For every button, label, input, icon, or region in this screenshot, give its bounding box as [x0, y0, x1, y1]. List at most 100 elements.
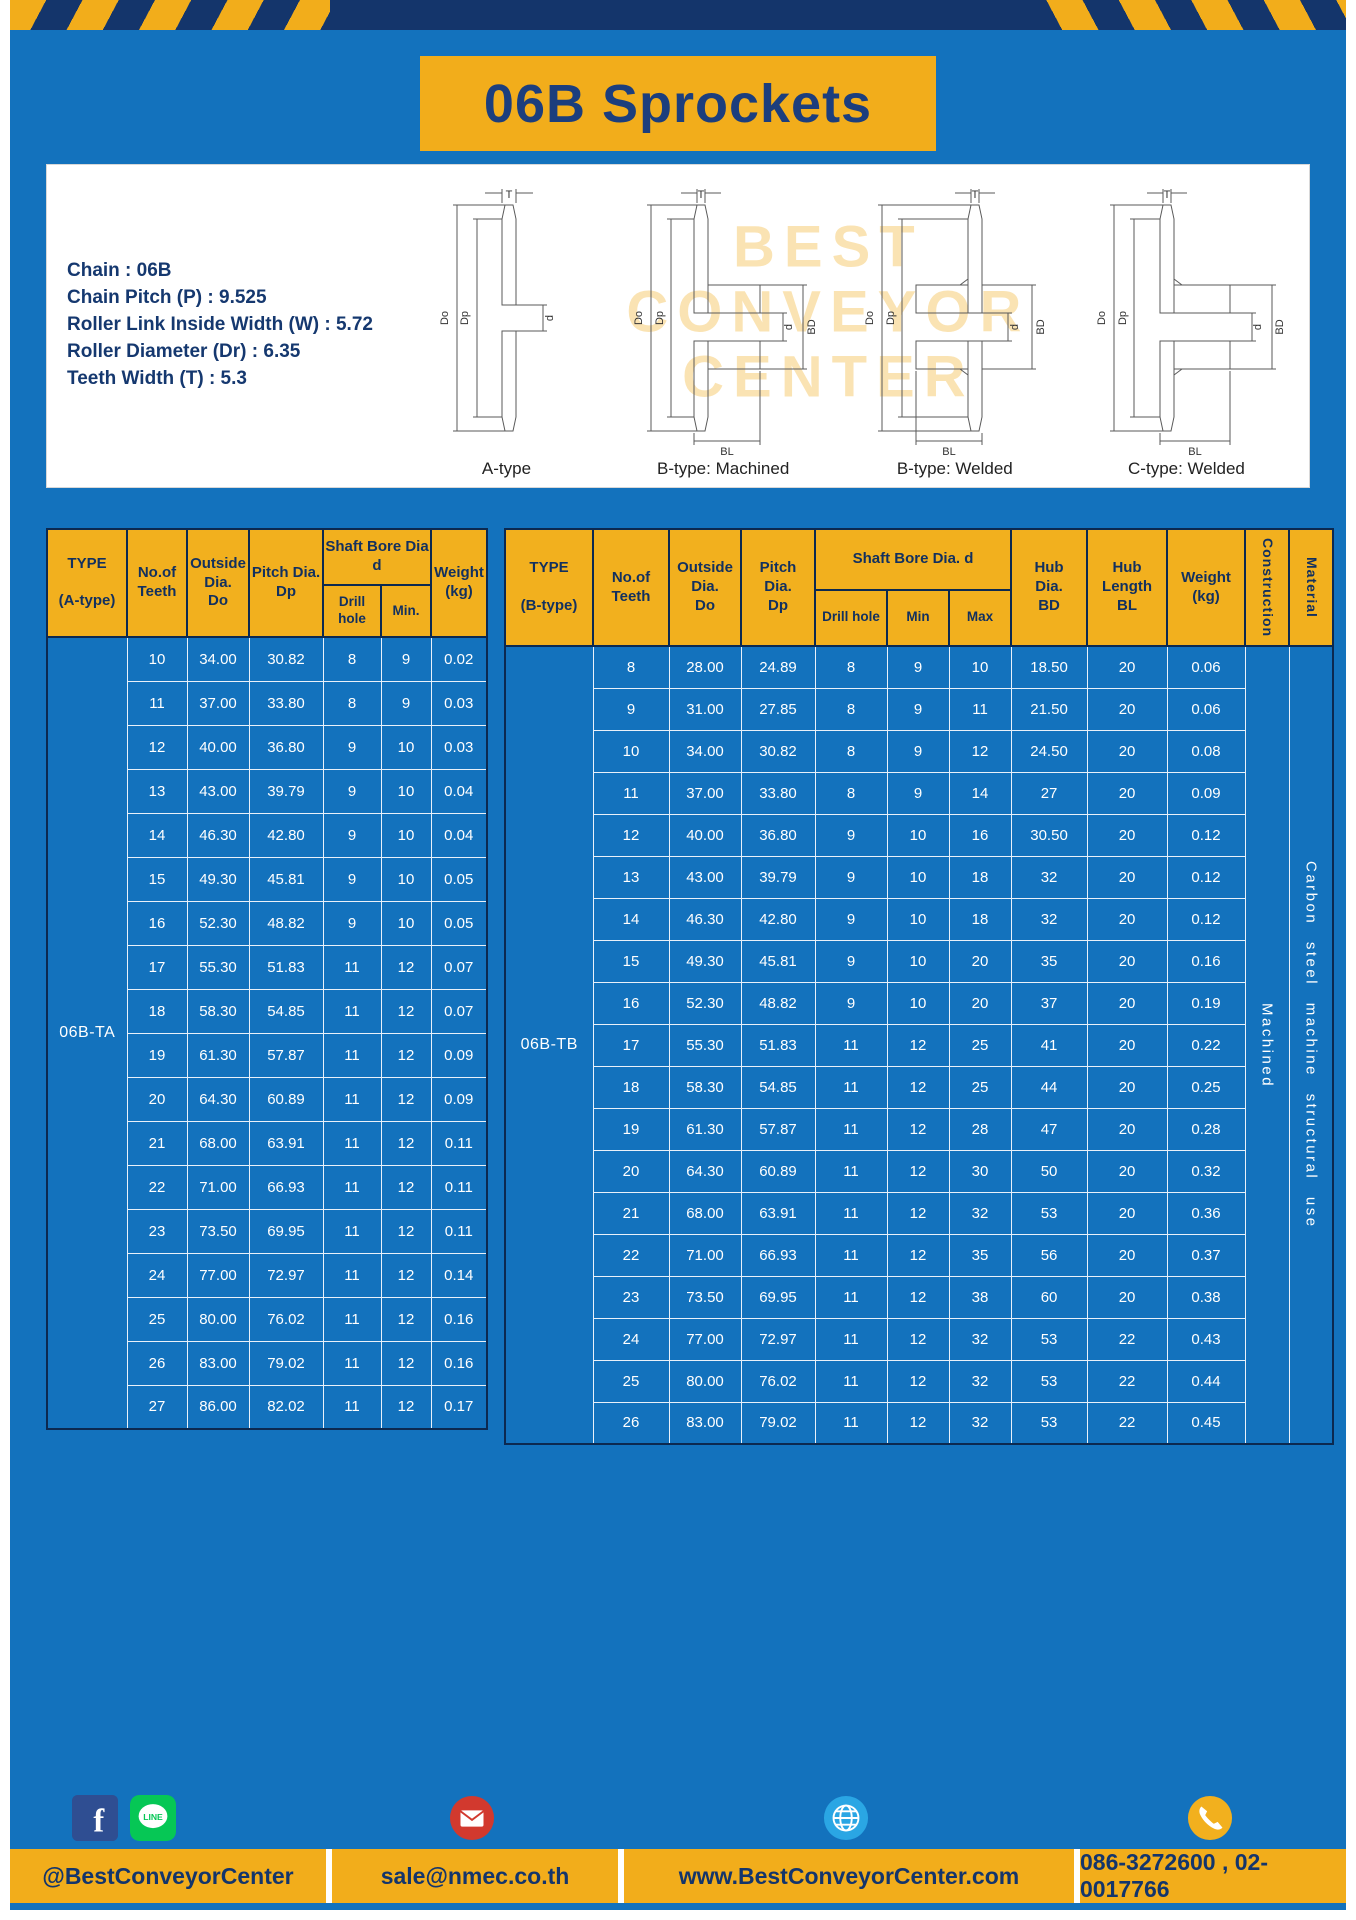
dim-do: Do	[864, 311, 876, 325]
column-header-type: TYPE (B-type)	[504, 527, 594, 648]
b-type-sprocket-table: TYPE (B-type) No.of Teeth Outside Dia. D…	[504, 527, 1335, 1446]
footer-email-link[interactable]: sale@nmec.co.th	[332, 1849, 618, 1903]
vertical-text-cell: Machined	[1244, 645, 1290, 1445]
phone-icon-group	[1074, 1795, 1346, 1841]
footer-phone-numbers[interactable]: 086-3272600 , 02-0017766	[1080, 1849, 1346, 1903]
data-cell: 20	[948, 981, 1012, 1025]
data-cell: 12	[126, 724, 188, 770]
table-row: 22 71.00 66.93 11 12 0.11	[47, 1164, 488, 1210]
table-row: 24 77.00 72.97 11 12 0.14	[47, 1252, 488, 1298]
data-cell: 10	[380, 856, 432, 902]
table-row: 24 77.00 72.97 11 12 32 53 22 0.43	[505, 1317, 1333, 1361]
data-cell: 9	[814, 813, 888, 857]
data-cell: 22	[1086, 1401, 1168, 1445]
data-cell: 82.02	[248, 1384, 324, 1430]
data-cell: 11	[948, 687, 1012, 731]
data-cell: 11	[814, 1065, 888, 1109]
data-cell: 12	[380, 1164, 432, 1210]
data-cell: 11	[322, 1296, 382, 1342]
data-cell: 71.00	[186, 1164, 250, 1210]
globe-icon[interactable]	[823, 1795, 869, 1841]
data-cell: 20	[1086, 1275, 1168, 1319]
data-cell: 47	[1010, 1107, 1088, 1151]
email-icon[interactable]	[449, 1795, 495, 1841]
vertical-text-cell: Carbon steel machine structural use	[1288, 645, 1334, 1445]
data-cell: 41	[1010, 1023, 1088, 1067]
data-cell: 12	[380, 1208, 432, 1254]
data-cell: 23	[126, 1208, 188, 1254]
data-cell: 9	[380, 636, 432, 682]
dim-dp: Dp	[1117, 311, 1129, 325]
data-cell: 11	[814, 1401, 888, 1445]
data-cell: 42.80	[740, 897, 816, 941]
column-header-outside-dia: Outside Dia. Do	[668, 527, 742, 648]
footer-social-handle[interactable]: @BestConveyorCenter	[10, 1849, 326, 1903]
data-cell: 37	[1010, 981, 1088, 1025]
data-cell: 17	[126, 944, 188, 990]
data-cell: 68.00	[668, 1191, 742, 1235]
data-cell: 43.00	[186, 768, 250, 814]
data-cell: 45.81	[248, 856, 324, 902]
data-cell: 12	[886, 1317, 950, 1361]
data-cell: 24.50	[1010, 729, 1088, 773]
column-header-weight: Weight (kg)	[430, 528, 488, 638]
data-cell: 8	[814, 729, 888, 773]
data-cell: 11	[322, 1120, 382, 1166]
data-cell: 10	[380, 812, 432, 858]
data-cell: 30.82	[248, 636, 324, 682]
data-cell: 48.82	[740, 981, 816, 1025]
data-cell: 9	[322, 812, 382, 858]
data-cell: 39.79	[740, 855, 816, 899]
table-row: 20 64.30 60.89 11 12 0.09	[47, 1076, 488, 1122]
data-cell: 0.11	[430, 1120, 488, 1166]
data-cell: 0.06	[1166, 645, 1246, 689]
dim-bl: BL	[720, 446, 733, 457]
email-icon-group	[326, 1795, 618, 1841]
data-cell: 11	[322, 988, 382, 1034]
facebook-icon[interactable]: f	[72, 1795, 118, 1842]
data-cell: 0.43	[1166, 1317, 1246, 1361]
data-cell: 0.25	[1166, 1065, 1246, 1109]
data-cell: 0.16	[1166, 939, 1246, 983]
data-cell: 11	[814, 1149, 888, 1193]
footer-website-link[interactable]: www.BestConveyorCenter.com	[624, 1849, 1074, 1903]
data-cell: 10	[886, 939, 950, 983]
column-header-pitch-dia: Pitch Dia. Dp	[740, 527, 816, 648]
phone-icon[interactable]	[1187, 1795, 1233, 1841]
data-cell: 20	[948, 939, 1012, 983]
column-header-pitch-dia: Pitch Dia. Dp	[248, 528, 324, 638]
data-cell: 48.82	[248, 900, 324, 946]
data-cell: 0.05	[430, 900, 488, 946]
page: 06B Sprockets Chain : 06B Chain Pitch (P…	[10, 0, 1346, 1910]
table-row: 10 34.00 30.82 8 9 12 24.50 20 0.08	[505, 729, 1333, 773]
dim-d: d	[544, 315, 556, 321]
b-type-welded-drawing: T Do Dp d BD BL	[864, 189, 1047, 457]
data-cell: 25	[948, 1023, 1012, 1067]
line-icon[interactable]: LINE	[130, 1795, 176, 1842]
data-cell: 0.04	[430, 768, 488, 814]
data-cell: 11	[322, 1208, 382, 1254]
data-cell: 72.97	[740, 1317, 816, 1361]
technical-drawings: BEST CONVEYOR CENTER T Do Dp	[419, 165, 1309, 487]
data-cell: 14	[948, 771, 1012, 815]
data-cell: 0.32	[1166, 1149, 1246, 1193]
footer-social-label: @BestConveyorCenter	[42, 1862, 294, 1889]
table-row: 16 52.30 48.82 9 10 20 37 20 0.19	[505, 981, 1333, 1025]
data-cell: 10	[948, 645, 1012, 689]
data-cell: 36.80	[248, 724, 324, 770]
data-cell: 9	[814, 939, 888, 983]
data-cell: 35	[948, 1233, 1012, 1277]
table-row: 14 46.30 42.80 9 10 0.04	[47, 812, 488, 858]
data-cell: 22	[592, 1233, 670, 1277]
table-row: 12 40.00 36.80 9 10 16 30.50 20 0.12	[505, 813, 1333, 857]
dim-t: T	[506, 189, 513, 201]
footer-divider	[326, 1849, 332, 1904]
title-banner: 06B Sprockets	[420, 56, 936, 151]
data-cell: 38	[948, 1275, 1012, 1319]
data-cell: 20	[1086, 1233, 1168, 1277]
data-cell: 52.30	[186, 900, 250, 946]
data-cell: 34.00	[668, 729, 742, 773]
data-cell: 0.36	[1166, 1191, 1246, 1235]
data-cell: 25	[126, 1296, 188, 1342]
column-header-teeth: No.of Teeth	[126, 528, 188, 638]
